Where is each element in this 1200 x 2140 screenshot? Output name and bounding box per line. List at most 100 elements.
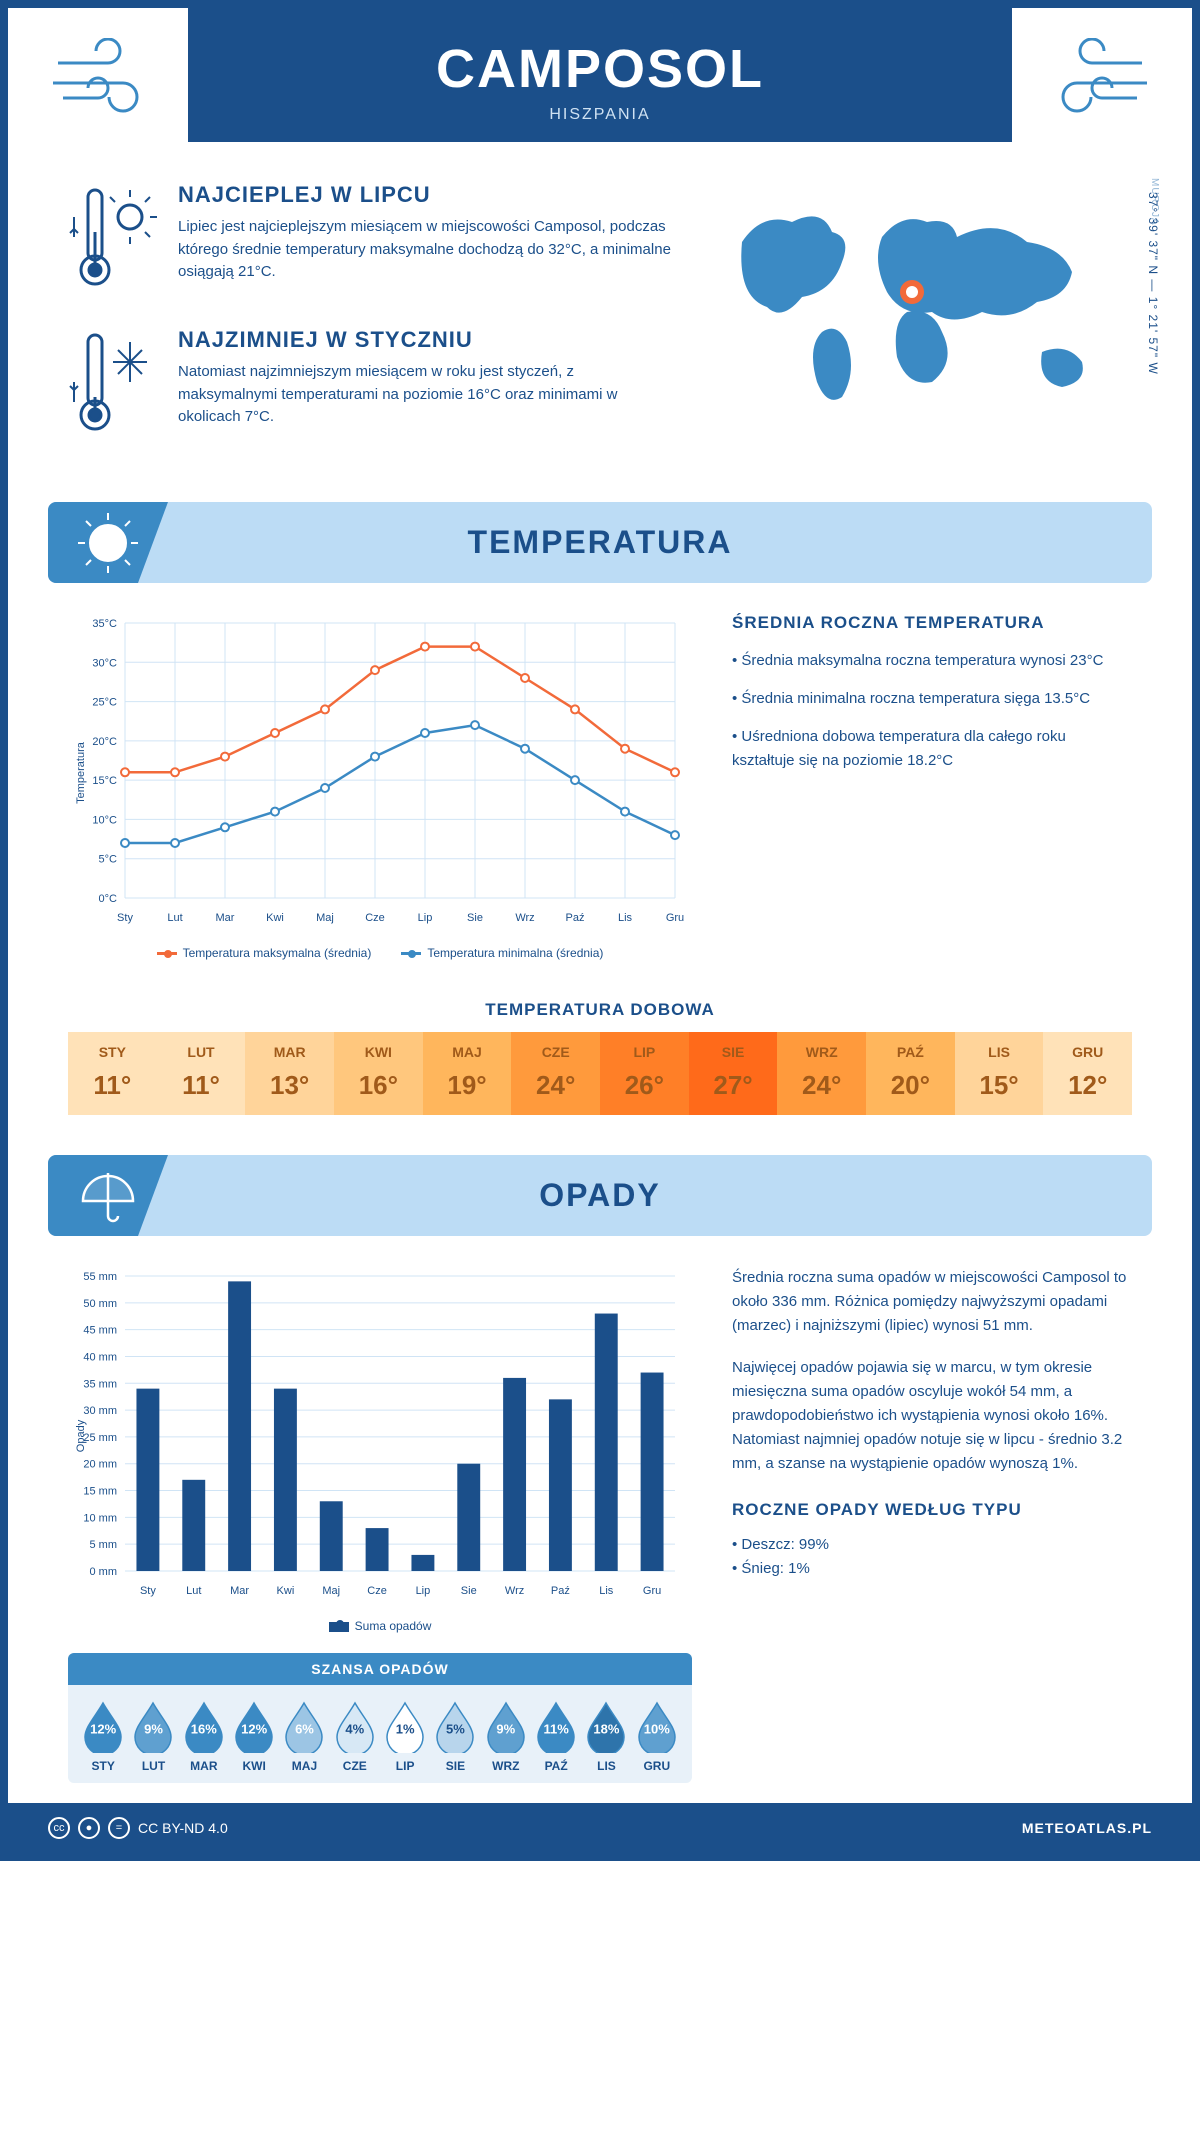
- page: CAMPOSOL HISZPANIA NAJCIEPL: [0, 0, 1200, 1861]
- daily-temp-cell: PAŹ20°: [866, 1032, 955, 1115]
- temp-summary-title: ŚREDNIA ROCZNA TEMPERATURA: [732, 613, 1132, 633]
- daily-temp-cell: MAR13°: [245, 1032, 334, 1115]
- svg-text:Wrz: Wrz: [515, 912, 534, 924]
- svg-text:35°C: 35°C: [92, 618, 117, 630]
- chance-drop: 6%MAJ: [279, 1699, 329, 1773]
- license-text: CC BY-ND 4.0: [138, 1820, 228, 1836]
- svg-text:Maj: Maj: [316, 912, 334, 924]
- world-map-block: MURCJA 37° 39' 37" N — 1° 21' 57" W: [712, 182, 1132, 472]
- svg-text:Gru: Gru: [643, 1585, 661, 1597]
- svg-text:Mar: Mar: [230, 1585, 249, 1597]
- svg-text:50 mm: 50 mm: [83, 1298, 117, 1310]
- chance-drop: 16%MAR: [179, 1699, 229, 1773]
- svg-text:Lip: Lip: [416, 1585, 431, 1597]
- svg-text:Lis: Lis: [599, 1585, 614, 1597]
- svg-text:Lut: Lut: [186, 1585, 201, 1597]
- precip-type-item: Śnieg: 1%: [732, 1557, 1132, 1581]
- svg-text:Opady: Opady: [75, 1419, 87, 1452]
- svg-text:Sty: Sty: [140, 1585, 156, 1597]
- temperature-body: 0°C5°C10°C15°C20°C25°C30°C35°CStyLutMarK…: [8, 583, 1192, 980]
- cold-fact-text: Natomiast najzimniejszym miesiącem w rok…: [178, 361, 672, 429]
- chance-drop: 12%KWI: [229, 1699, 279, 1773]
- svg-text:15 mm: 15 mm: [83, 1486, 117, 1498]
- svg-text:Kwi: Kwi: [277, 1585, 295, 1597]
- precip-body: 0 mm5 mm10 mm15 mm20 mm25 mm30 mm35 mm40…: [8, 1236, 1192, 1803]
- daily-temp-row: STY11°LUT11°MAR13°KWI16°MAJ19°CZE24°LIP2…: [68, 1032, 1132, 1115]
- svg-text:10°C: 10°C: [92, 814, 117, 826]
- svg-text:Lip: Lip: [418, 912, 433, 924]
- header: CAMPOSOL HISZPANIA: [188, 8, 1012, 142]
- svg-text:25 mm: 25 mm: [83, 1432, 117, 1444]
- summary-item: Średnia maksymalna roczna temperatura wy…: [732, 649, 1132, 673]
- precip-banner: OPADY: [48, 1155, 1152, 1236]
- chance-drop: 18%LIS: [581, 1699, 631, 1773]
- precip-chart-box: 0 mm5 mm10 mm15 mm20 mm25 mm30 mm35 mm40…: [68, 1266, 692, 1783]
- svg-text:5°C: 5°C: [99, 854, 118, 866]
- daily-temp-cell: SIE27°: [689, 1032, 778, 1115]
- precip-heading: OPADY: [48, 1177, 1152, 1214]
- svg-text:Sie: Sie: [467, 912, 483, 924]
- svg-text:Lis: Lis: [618, 912, 633, 924]
- svg-text:Lut: Lut: [167, 912, 182, 924]
- hot-fact-title: NAJCIEPLEJ W LIPCU: [178, 182, 672, 208]
- svg-text:Wrz: Wrz: [505, 1585, 524, 1597]
- precip-text: Średnia roczna suma opadów w miejscowośc…: [732, 1266, 1132, 1783]
- facts: NAJCIEPLEJ W LIPCU Lipiec jest najcieple…: [68, 182, 672, 472]
- svg-text:Paź: Paź: [551, 1585, 570, 1597]
- chance-drop: 11%PAŹ: [531, 1699, 581, 1773]
- chance-drop: 1%LIP: [380, 1699, 430, 1773]
- site-name: METEOATLAS.PL: [1022, 1820, 1152, 1836]
- chance-drop: 9%WRZ: [481, 1699, 531, 1773]
- sun-icon: [48, 502, 168, 583]
- hot-fact: NAJCIEPLEJ W LIPCU Lipiec jest najcieple…: [68, 182, 672, 297]
- precip-type-item: Deszcz: 99%: [732, 1533, 1132, 1557]
- legend-precip: Suma opadów: [355, 1619, 432, 1633]
- precip-p1: Średnia roczna suma opadów w miejscowośc…: [732, 1266, 1132, 1338]
- svg-text:Maj: Maj: [322, 1585, 340, 1597]
- svg-text:30 mm: 30 mm: [83, 1405, 117, 1417]
- svg-text:35 mm: 35 mm: [83, 1378, 117, 1390]
- daily-temp-cell: WRZ24°: [777, 1032, 866, 1115]
- svg-text:Sty: Sty: [117, 912, 133, 924]
- temperature-banner: TEMPERATURA: [48, 502, 1152, 583]
- summary-item: Uśredniona dobowa temperatura dla całego…: [732, 725, 1132, 773]
- legend-min: Temperatura minimalna (średnia): [427, 946, 603, 960]
- daily-temp-cell: LUT11°: [157, 1032, 246, 1115]
- license: cc ● = CC BY-ND 4.0: [48, 1817, 228, 1839]
- svg-text:Temperatura: Temperatura: [75, 741, 87, 804]
- svg-text:Gru: Gru: [666, 912, 684, 924]
- svg-text:30°C: 30°C: [92, 657, 117, 669]
- map-marker: [903, 283, 921, 301]
- chance-drop: 5%SIE: [430, 1699, 480, 1773]
- temperature-summary: ŚREDNIA ROCZNA TEMPERATURA Średnia maksy…: [732, 613, 1132, 960]
- chance-title: SZANSA OPADÓW: [68, 1653, 692, 1685]
- svg-text:Mar: Mar: [216, 912, 235, 924]
- chance-drop: 4%CZE: [330, 1699, 380, 1773]
- daily-temp-cell: GRU12°: [1043, 1032, 1132, 1115]
- daily-temp-cell: STY11°: [68, 1032, 157, 1115]
- svg-text:10 mm: 10 mm: [83, 1512, 117, 1524]
- footer: cc ● = CC BY-ND 4.0 METEOATLAS.PL: [8, 1803, 1192, 1853]
- svg-text:Cze: Cze: [365, 912, 385, 924]
- svg-text:0°C: 0°C: [99, 893, 118, 905]
- svg-text:Paź: Paź: [566, 912, 585, 924]
- thermometer-cold-icon: [68, 327, 158, 442]
- umbrella-icon: [48, 1155, 168, 1236]
- svg-text:25°C: 25°C: [92, 697, 117, 709]
- svg-text:Kwi: Kwi: [266, 912, 284, 924]
- wind-icon: [48, 38, 168, 118]
- precip-p2: Najwięcej opadów pojawia się w marcu, w …: [732, 1356, 1132, 1476]
- summary-item: Średnia minimalna roczna temperatura się…: [732, 687, 1132, 711]
- chance-drop: 10%GRU: [632, 1699, 682, 1773]
- world-map: [712, 182, 1132, 422]
- svg-text:0 mm: 0 mm: [90, 1566, 118, 1578]
- page-title: CAMPOSOL: [188, 38, 1012, 100]
- thermometer-hot-icon: [68, 182, 158, 297]
- daily-temp-cell: KWI16°: [334, 1032, 423, 1115]
- wind-icon: [1032, 38, 1152, 118]
- precip-type-title: ROCZNE OPADY WEDŁUG TYPU: [732, 1496, 1132, 1523]
- chance-drop: 12%STY: [78, 1699, 128, 1773]
- daily-temp-title: TEMPERATURA DOBOWA: [8, 1000, 1192, 1020]
- page-subtitle: HISZPANIA: [188, 106, 1012, 124]
- temperature-heading: TEMPERATURA: [48, 524, 1152, 561]
